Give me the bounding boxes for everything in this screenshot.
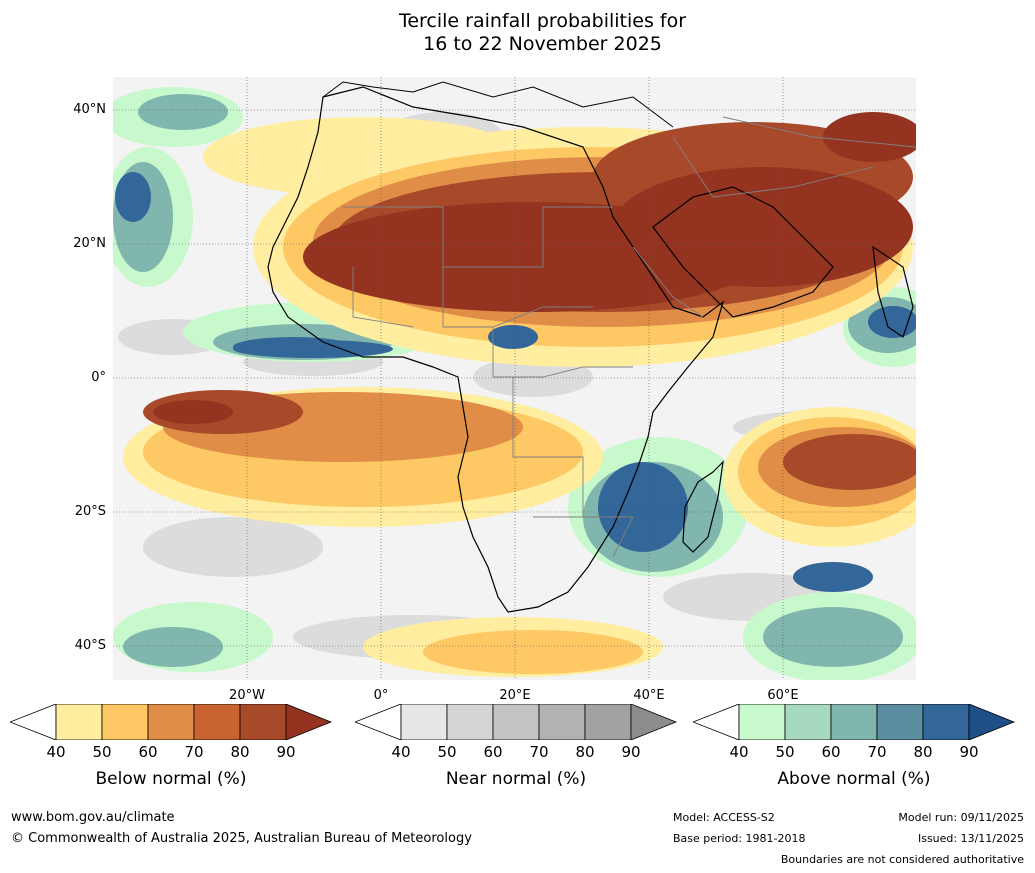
cbar-below-title: Below normal (%) bbox=[95, 769, 247, 789]
cbar-near-tick: 90 bbox=[621, 743, 641, 761]
cbar-below-tick: 80 bbox=[230, 743, 250, 761]
cbar-near-tick: 80 bbox=[575, 743, 595, 761]
cbar-above-tick: 90 bbox=[959, 743, 979, 761]
colorbar-above-normal bbox=[693, 704, 1015, 740]
cbar-below-tick: 50 bbox=[92, 743, 112, 761]
cbar-below-seg-3 bbox=[147, 704, 195, 740]
footer-disclaimer: Boundaries are not considered authoritat… bbox=[780, 853, 1024, 866]
cbar-near-seg-4 bbox=[538, 704, 586, 740]
lat-label-40s: 40°S bbox=[74, 638, 106, 653]
cbar-near-seg-1 bbox=[400, 704, 448, 740]
arabia-coastline bbox=[652, 186, 834, 318]
cbar-near-seg-2 bbox=[446, 704, 494, 740]
graticule bbox=[113, 77, 916, 680]
cbar-near-tick: 60 bbox=[483, 743, 503, 761]
lat-label-20s: 20°S bbox=[74, 504, 106, 519]
cbar-above-seg-5 bbox=[922, 704, 970, 740]
map-canvas bbox=[113, 77, 916, 680]
footer-base-period: Base period: 1981-2018 bbox=[673, 832, 806, 845]
colorbar-below-normal bbox=[10, 704, 332, 740]
country-borders bbox=[343, 116, 916, 558]
cbar-near-high-arrow bbox=[630, 704, 677, 740]
cbar-near-title: Near normal (%) bbox=[445, 769, 587, 789]
cbar-above-seg-2 bbox=[784, 704, 832, 740]
cbar-above-seg-3 bbox=[830, 704, 878, 740]
cbar-above-tick: 40 bbox=[729, 743, 749, 761]
lon-label-0: 0° bbox=[373, 688, 389, 703]
cbar-near-seg-3 bbox=[492, 704, 540, 740]
europe-coastline bbox=[322, 81, 674, 128]
cbar-above-title: Above normal (%) bbox=[777, 769, 931, 789]
cbar-below-seg-4 bbox=[193, 704, 241, 740]
cbar-below-tick: 60 bbox=[138, 743, 158, 761]
cbar-below-high-arrow bbox=[285, 704, 332, 740]
madagascar-coastline bbox=[682, 460, 724, 553]
cbar-below-seg-5 bbox=[239, 704, 287, 740]
cbar-near-tick: 50 bbox=[437, 743, 457, 761]
cbar-near-tick: 40 bbox=[391, 743, 411, 761]
footer-model-run: Model run: 09/11/2025 bbox=[898, 811, 1024, 824]
footer-website: www.bom.gov.au/climate bbox=[11, 810, 175, 825]
cbar-above-seg-4 bbox=[876, 704, 924, 740]
colorbar-near-normal bbox=[355, 704, 677, 740]
cbar-near-seg-5 bbox=[584, 704, 632, 740]
lat-label-0: 0° bbox=[91, 370, 106, 385]
india-coastline bbox=[872, 245, 914, 338]
cbar-above-tick: 80 bbox=[913, 743, 933, 761]
title-line-2: 16 to 22 November 2025 bbox=[423, 33, 662, 55]
cbar-near-tick: 70 bbox=[529, 743, 549, 761]
cbar-above-tick: 50 bbox=[775, 743, 795, 761]
below-normal-darkest bbox=[153, 112, 916, 424]
cbar-below-seg-2 bbox=[101, 704, 149, 740]
lon-label-60e: 60°E bbox=[767, 688, 799, 703]
cbar-below-tick: 70 bbox=[184, 743, 204, 761]
cbar-above-low-arrow bbox=[693, 704, 740, 740]
lat-label-40n: 40°N bbox=[73, 102, 106, 117]
rainfall-map bbox=[113, 77, 916, 680]
footer-model: Model: ACCESS-S2 bbox=[673, 811, 775, 824]
lon-label-20w: 20°W bbox=[229, 688, 265, 703]
lon-label-20e: 20°E bbox=[499, 688, 531, 703]
footer-issued: Issued: 13/11/2025 bbox=[917, 832, 1024, 845]
cbar-above-tick: 60 bbox=[821, 743, 841, 761]
cbar-below-low-arrow bbox=[10, 704, 57, 740]
cbar-near-low-arrow bbox=[355, 704, 402, 740]
cbar-above-tick: 70 bbox=[867, 743, 887, 761]
cbar-above-high-arrow bbox=[968, 704, 1015, 740]
cbar-below-tick: 40 bbox=[46, 743, 66, 761]
lon-label-40e: 40°E bbox=[633, 688, 665, 703]
lat-label-20n: 20°N bbox=[73, 236, 106, 251]
footer-copyright: © Commonwealth of Australia 2025, Austra… bbox=[11, 831, 472, 846]
cbar-below-tick: 90 bbox=[276, 743, 296, 761]
cbar-below-seg-1 bbox=[55, 704, 103, 740]
cbar-above-seg-1 bbox=[738, 704, 786, 740]
map-title: Tercile rainfall probabilities for 16 to… bbox=[0, 10, 1035, 56]
title-line-1: Tercile rainfall probabilities for bbox=[398, 10, 687, 32]
